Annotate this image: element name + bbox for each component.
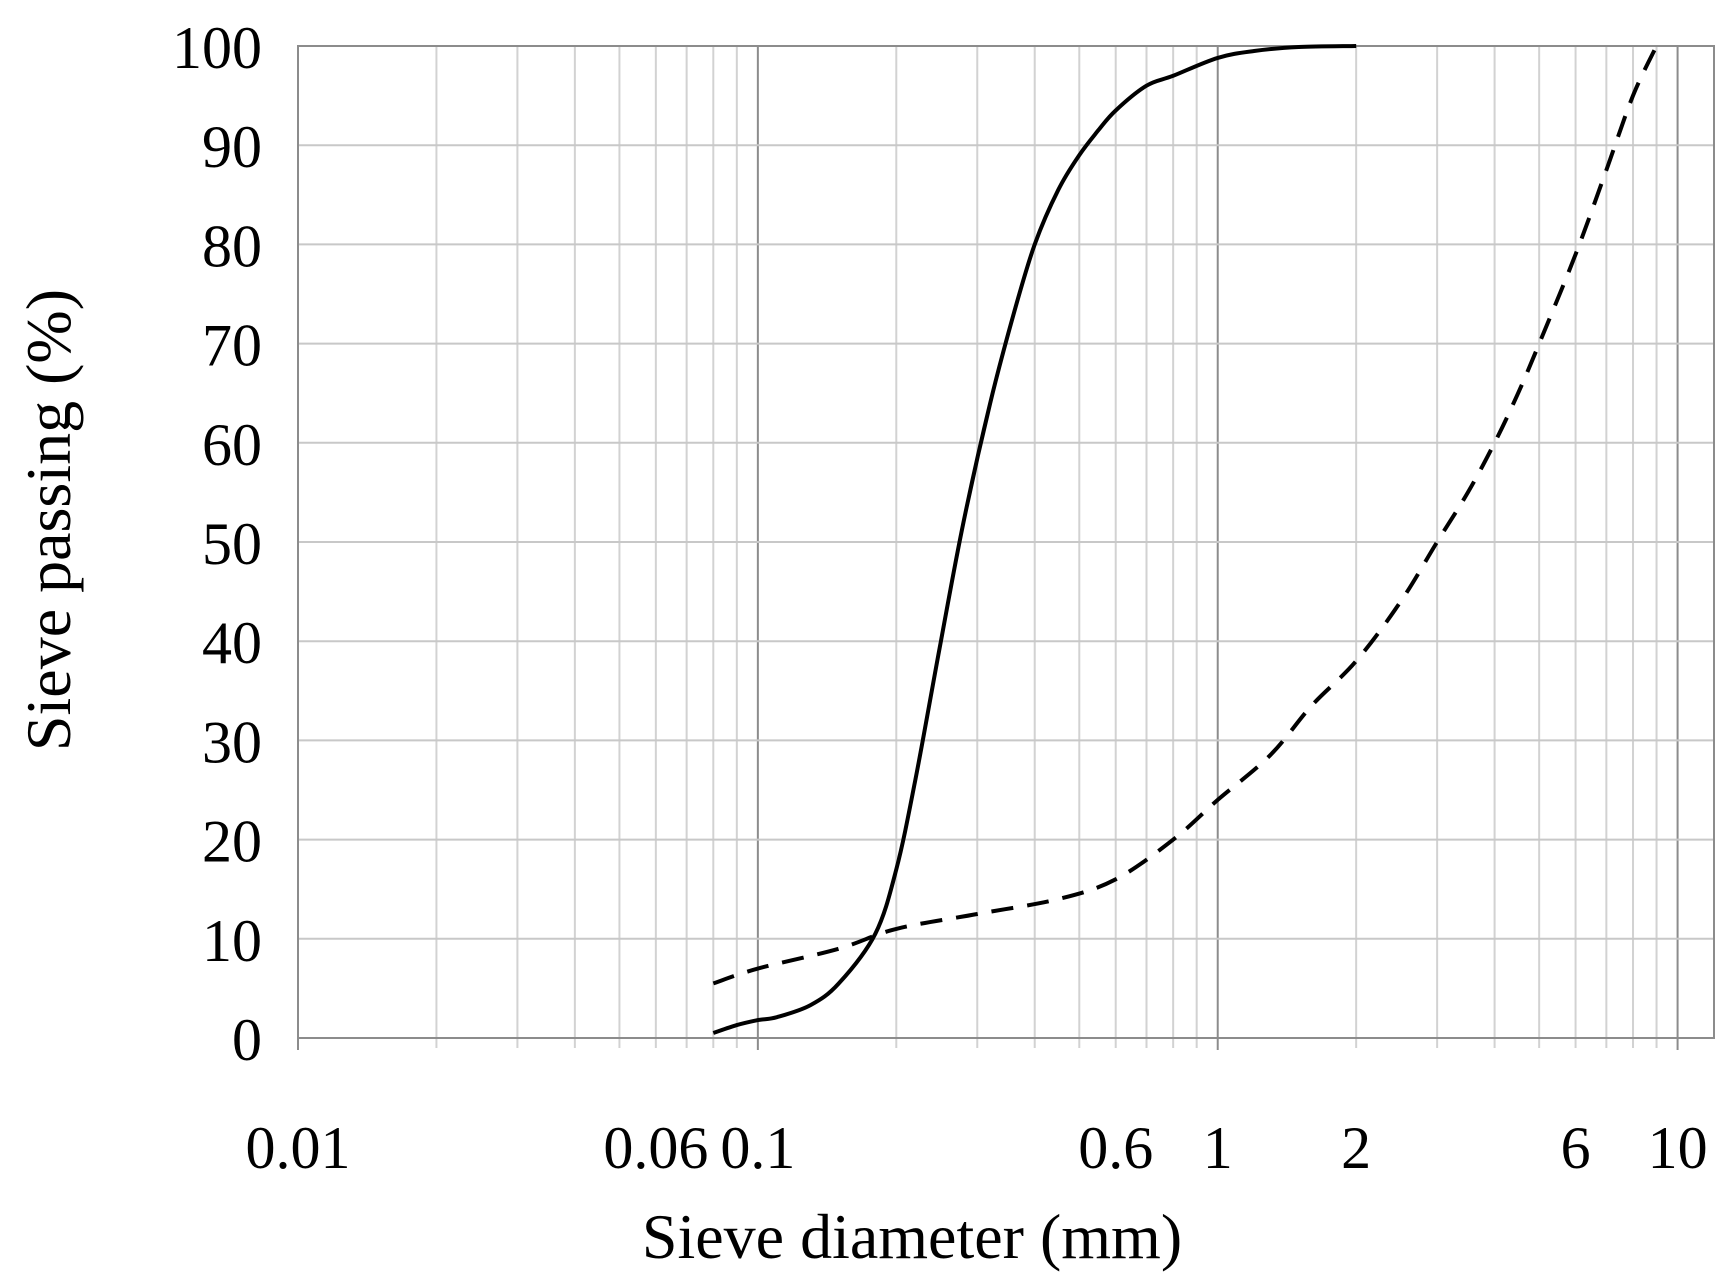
- y-tick-label: 100: [172, 15, 262, 81]
- y-tick-label: 40: [202, 610, 262, 676]
- y-tick-label: 90: [202, 114, 262, 180]
- x-tick-label: 0.06: [603, 1115, 708, 1181]
- x-axis-tick-labels: 0.01 0.06 0.1 0.6 1 2 6 10: [246, 1115, 1708, 1181]
- x-tick-label: 0.6: [1078, 1115, 1153, 1181]
- y-tick-label: 0: [232, 1007, 262, 1073]
- minor-gridlines: [435, 46, 1658, 1048]
- solid-series-line: [712, 44, 1357, 1035]
- x-tick-label: 0.1: [720, 1115, 795, 1181]
- y-tick-label: 60: [202, 412, 262, 478]
- x-axis-title: Sieve diameter (mm): [642, 1201, 1182, 1272]
- y-tick-label: 30: [202, 709, 262, 775]
- x-tick-label: 6: [1561, 1115, 1591, 1181]
- x-tick-label: 1: [1203, 1115, 1233, 1181]
- x-tick-label: 0.01: [246, 1115, 351, 1181]
- dashed-series-line: [712, 45, 1659, 986]
- y-axis-title: Sieve passing (%): [13, 289, 84, 751]
- y-tick-label: 50: [202, 511, 262, 577]
- y-tick-label: 70: [202, 313, 262, 379]
- y-tick-label: 10: [202, 908, 262, 974]
- data-series: [712, 44, 1659, 1035]
- y-tick-label: 20: [202, 809, 262, 875]
- x-tick-label: 2: [1341, 1115, 1371, 1181]
- y-axis-tick-labels: 0 10 20 30 40 50 60 70 80 90 100: [172, 15, 262, 1073]
- plot-frame: [297, 45, 1715, 1039]
- x-tick-label: 10: [1648, 1115, 1708, 1181]
- y-tick-label: 80: [202, 213, 262, 279]
